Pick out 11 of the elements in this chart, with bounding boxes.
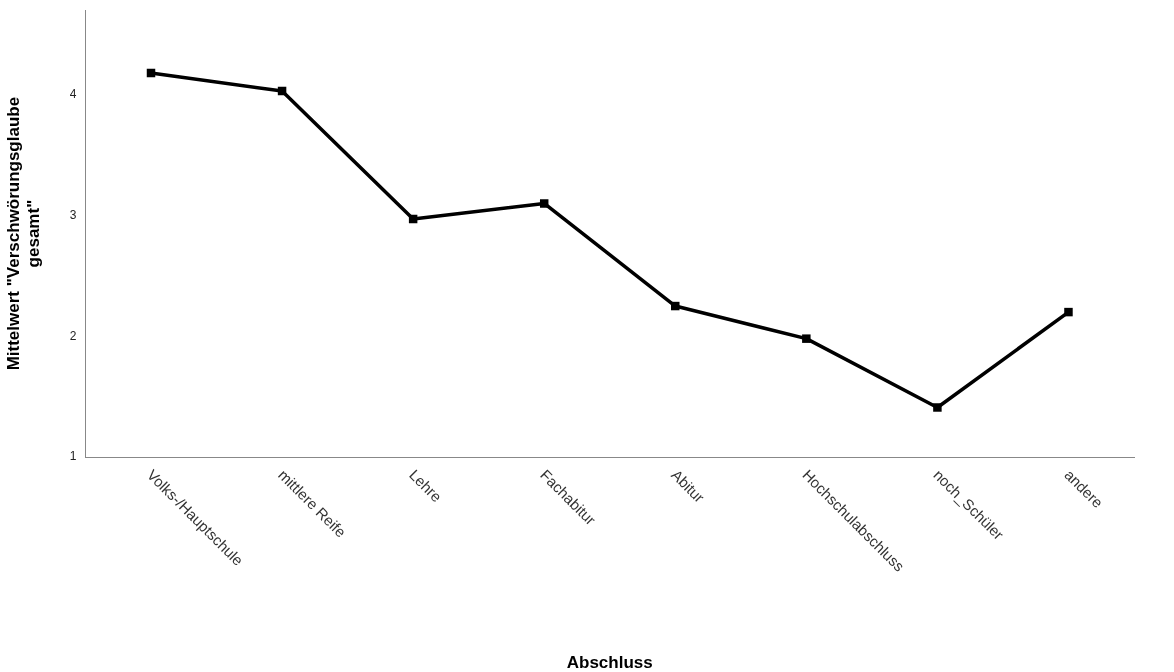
point — [933, 403, 942, 412]
point — [1064, 307, 1073, 317]
y-tick-label: 3 — [69, 207, 77, 222]
y-tick-label: 1 — [69, 449, 77, 464]
point — [802, 334, 811, 343]
point — [671, 301, 680, 311]
y-tick-label: 4 — [69, 87, 77, 102]
y-tick-label: 2 — [69, 328, 77, 343]
y-axis-title: Mittelwert "Verschwörungsglaube gesamt" — [3, 96, 44, 371]
point — [539, 199, 549, 208]
x-axis-title: Abschluss — [566, 653, 653, 672]
